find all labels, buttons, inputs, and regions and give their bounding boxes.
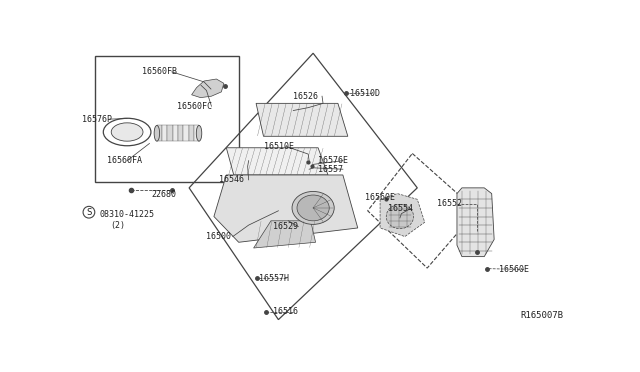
Text: 16554: 16554 bbox=[388, 204, 413, 213]
Text: 16552: 16552 bbox=[437, 199, 462, 208]
Text: S: S bbox=[86, 208, 92, 217]
Bar bbox=[194, 125, 199, 141]
Ellipse shape bbox=[297, 195, 329, 221]
Text: 16560FB: 16560FB bbox=[142, 67, 177, 76]
Text: 16500: 16500 bbox=[207, 232, 232, 241]
Text: 16560E: 16560E bbox=[499, 265, 529, 274]
Bar bbox=[162, 125, 168, 141]
Bar bbox=[173, 125, 178, 141]
Bar bbox=[183, 125, 189, 141]
Text: 08310-41225: 08310-41225 bbox=[100, 210, 155, 219]
Polygon shape bbox=[191, 79, 224, 97]
Text: 16560FC: 16560FC bbox=[177, 102, 212, 111]
Polygon shape bbox=[253, 221, 316, 248]
Polygon shape bbox=[380, 193, 425, 237]
Text: 22680: 22680 bbox=[152, 190, 177, 199]
Text: 16546: 16546 bbox=[219, 175, 244, 185]
Text: 16557: 16557 bbox=[318, 165, 343, 174]
Bar bbox=[168, 125, 173, 141]
Polygon shape bbox=[227, 148, 328, 175]
Text: 16510D: 16510D bbox=[350, 89, 380, 98]
Polygon shape bbox=[214, 175, 358, 242]
Text: 16526: 16526 bbox=[293, 92, 318, 101]
Text: 16576E: 16576E bbox=[318, 156, 348, 165]
Text: 16516: 16516 bbox=[273, 307, 298, 316]
Text: 16560FA: 16560FA bbox=[108, 156, 142, 165]
Ellipse shape bbox=[196, 125, 202, 141]
Bar bbox=[157, 125, 162, 141]
Ellipse shape bbox=[154, 125, 159, 141]
Ellipse shape bbox=[292, 192, 334, 224]
Bar bbox=[189, 125, 194, 141]
Text: R165007B: R165007B bbox=[520, 311, 564, 320]
Text: 16560E: 16560E bbox=[365, 193, 396, 202]
Ellipse shape bbox=[387, 204, 413, 229]
Text: (2): (2) bbox=[110, 221, 125, 230]
Polygon shape bbox=[457, 188, 494, 257]
Circle shape bbox=[111, 123, 143, 141]
Text: 16529: 16529 bbox=[273, 222, 298, 231]
Polygon shape bbox=[256, 103, 348, 136]
Text: 16557H: 16557H bbox=[259, 273, 289, 283]
Text: 16576P: 16576P bbox=[83, 115, 113, 124]
Bar bbox=[95, 56, 239, 182]
Text: 16510E: 16510E bbox=[264, 142, 294, 151]
Bar bbox=[178, 125, 183, 141]
